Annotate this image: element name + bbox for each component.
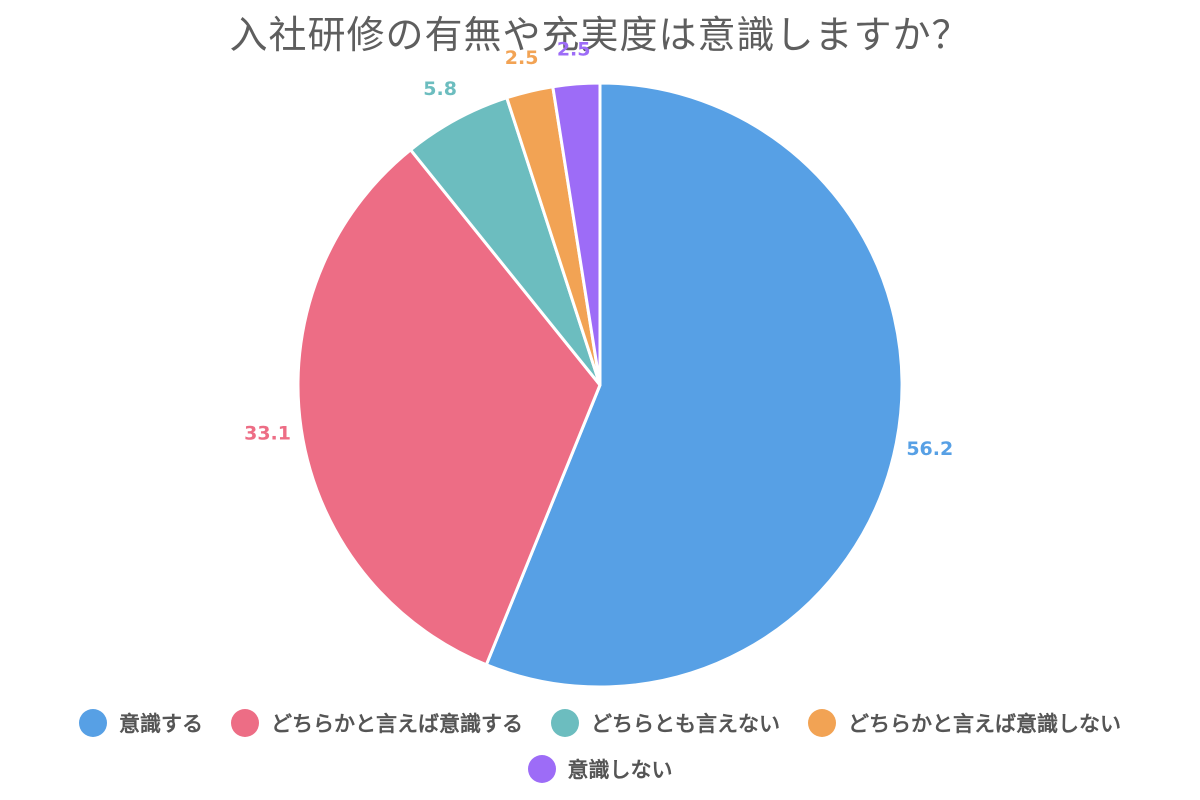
- slice-value-label-4: 2.5: [505, 47, 539, 69]
- legend-item-2[interactable]: どちらかと言えば意識する: [231, 708, 523, 738]
- legend-label-5: 意識しない: [567, 758, 673, 782]
- legend-swatch-1: [79, 709, 107, 737]
- slice-value-label-2: 33.1: [244, 422, 291, 444]
- legend-label-4: どちらかと言えば意識しない: [848, 712, 1121, 736]
- legend-label-2: どちらかと言えば意識する: [271, 712, 523, 736]
- legend-swatch-3: [551, 709, 579, 737]
- legend-item-5[interactable]: 意識しない: [527, 754, 673, 784]
- slice-value-label-1: 56.2: [906, 438, 953, 460]
- pie-chart: 56.2 33.1 5.8 2.5 2.5: [244, 39, 953, 689]
- legend-swatch-2: [231, 709, 259, 737]
- legend: 意識する どちらかと言えば意識する どちらとも言えない どちらかと言えば意識しな…: [0, 700, 1200, 792]
- legend-swatch-5: [527, 755, 556, 783]
- pie-slice-5[interactable]: [551, 81, 602, 387]
- slice-value-label-3: 5.8: [423, 78, 457, 100]
- legend-swatch-4: [808, 709, 836, 737]
- pie-slice-2[interactable]: [296, 148, 602, 667]
- legend-item-1[interactable]: 意識する: [79, 708, 203, 738]
- slice-value-label-5: 2.5: [557, 39, 591, 61]
- legend-row-1: 意識する どちらかと言えば意識する どちらとも言えない どちらかと言えば意識しな…: [0, 700, 1200, 746]
- pie-slice-1[interactable]: [484, 81, 904, 689]
- pie-data-labels: 56.2 33.1 5.8 2.5 2.5: [244, 39, 953, 460]
- legend-item-3[interactable]: どちらとも言えない: [551, 708, 780, 738]
- chart-title: 入社研修の有無や充実度は意識しますか？: [229, 13, 971, 57]
- legend-label-3: どちらとも言えない: [591, 712, 780, 736]
- legend-row-2: 意識しない: [0, 746, 1200, 792]
- legend-label-1: 意識する: [119, 712, 203, 736]
- pie-slices: [296, 81, 904, 689]
- legend-item-4[interactable]: どちらかと言えば意識しない: [808, 708, 1121, 738]
